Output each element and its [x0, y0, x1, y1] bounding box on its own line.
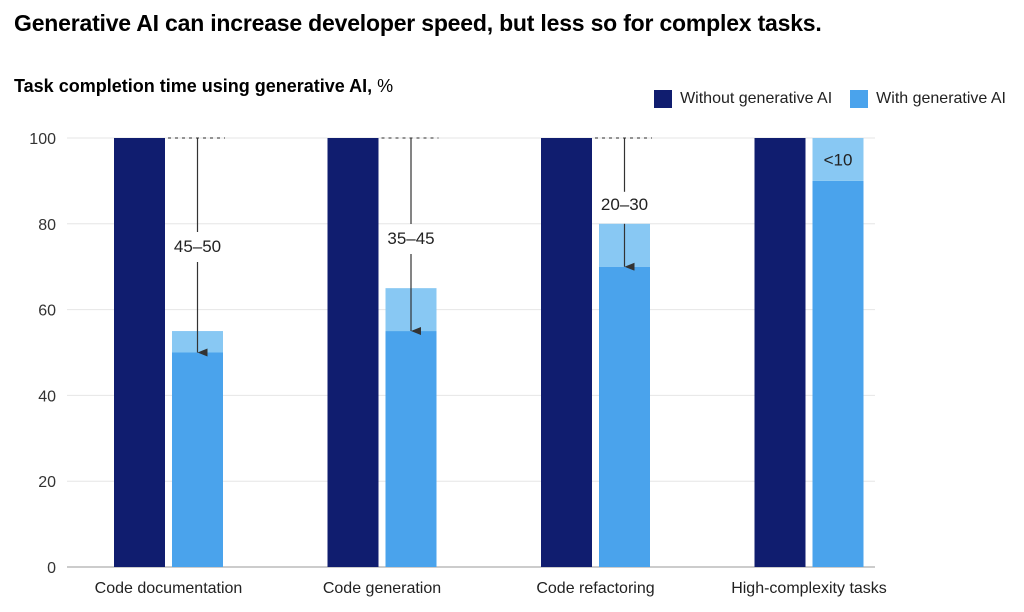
range-annotation: 20–30: [601, 195, 648, 214]
bar-without-ai: [541, 138, 592, 567]
x-tick-label: Code documentation: [95, 580, 243, 597]
legend-item-with: With generative AI: [850, 90, 1006, 108]
legend-label: With generative AI: [876, 90, 1006, 107]
x-tick-label: Code generation: [323, 580, 441, 597]
legend-swatch: [850, 90, 869, 108]
chart-title: Generative AI can increase developer spe…: [14, 10, 822, 36]
y-tick-label: 0: [47, 560, 56, 577]
legend-item-without: Without generative AI: [654, 90, 832, 108]
legend: Without generative AI With generative AI: [654, 90, 1006, 108]
bar-without-ai: [114, 138, 165, 567]
chart-subtitle: Task completion time using generative AI…: [14, 76, 393, 97]
range-annotation: 35–45: [387, 229, 434, 248]
y-tick-label: 40: [38, 388, 56, 405]
y-tick-label: 100: [29, 131, 56, 148]
legend-label: Without generative AI: [680, 90, 833, 107]
bar-without-ai: [754, 138, 806, 567]
y-tick-label: 20: [38, 474, 56, 491]
bar-with-ai: [599, 266, 650, 567]
bar-with-ai: [812, 180, 864, 567]
range-annotation: <10: [824, 150, 853, 169]
unit-label: %: [377, 76, 394, 96]
bar-with-ai-range: [812, 138, 864, 181]
range-annotation: 45–50: [174, 237, 221, 256]
x-tick-label: High-complexity tasks: [731, 580, 887, 597]
x-tick-label: Code refactoring: [536, 580, 654, 597]
bar-with-ai: [385, 331, 437, 567]
bar-with-ai: [172, 352, 223, 567]
y-tick-label: 80: [38, 217, 56, 234]
legend-swatch: [654, 90, 673, 108]
bar-without-ai: [327, 138, 379, 567]
subtitle-text: Task completion time using generative AI…: [14, 76, 373, 96]
y-tick-label: 60: [38, 303, 56, 320]
